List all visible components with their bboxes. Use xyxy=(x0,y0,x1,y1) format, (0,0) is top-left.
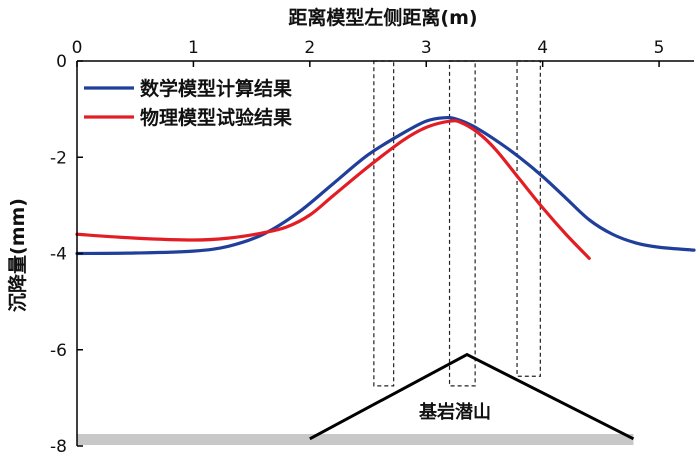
x-tick-label-4: 4 xyxy=(537,38,548,58)
axes-layer: 0 1 2 3 4 5 0 -2 -4 -6 -8 xyxy=(50,38,694,457)
dashed-box-2 xyxy=(448,60,476,387)
x-tick-label-2: 2 xyxy=(304,38,315,58)
x-tick-label-3: 3 xyxy=(421,38,432,58)
y-tick-label--6: -6 xyxy=(50,341,67,361)
y-tick-label--4: -4 xyxy=(50,245,67,265)
bedrock-layer xyxy=(309,352,635,441)
x-tick-label-1: 1 xyxy=(188,38,199,58)
y-tick-label--8: -8 xyxy=(50,437,67,457)
y-axis-title: 沉降量(mm) xyxy=(6,198,29,312)
bedrock-label: 基岩潜山 xyxy=(418,401,491,423)
bedrock-outline xyxy=(309,352,635,441)
y-tick-label-0: 0 xyxy=(56,52,67,72)
dashed-box-layer xyxy=(373,60,541,387)
legend-label-0: 数学模型计算结果 xyxy=(140,77,292,100)
legend-label-1: 物理模型试验结果 xyxy=(140,106,292,129)
x-axis-title: 距离模型左侧距离(m) xyxy=(288,6,477,29)
x-tick-label-5: 5 xyxy=(654,38,665,58)
x-tick-label-0: 0 xyxy=(72,38,83,58)
series-line-1 xyxy=(75,119,591,260)
y-tick-label--2: -2 xyxy=(50,148,67,168)
series-line-0 xyxy=(75,115,696,256)
dashed-box-1 xyxy=(373,60,395,387)
series-layer xyxy=(75,115,696,260)
dashed-box-3 xyxy=(516,60,541,377)
base-band-layer xyxy=(77,433,634,446)
base-band xyxy=(77,433,634,446)
